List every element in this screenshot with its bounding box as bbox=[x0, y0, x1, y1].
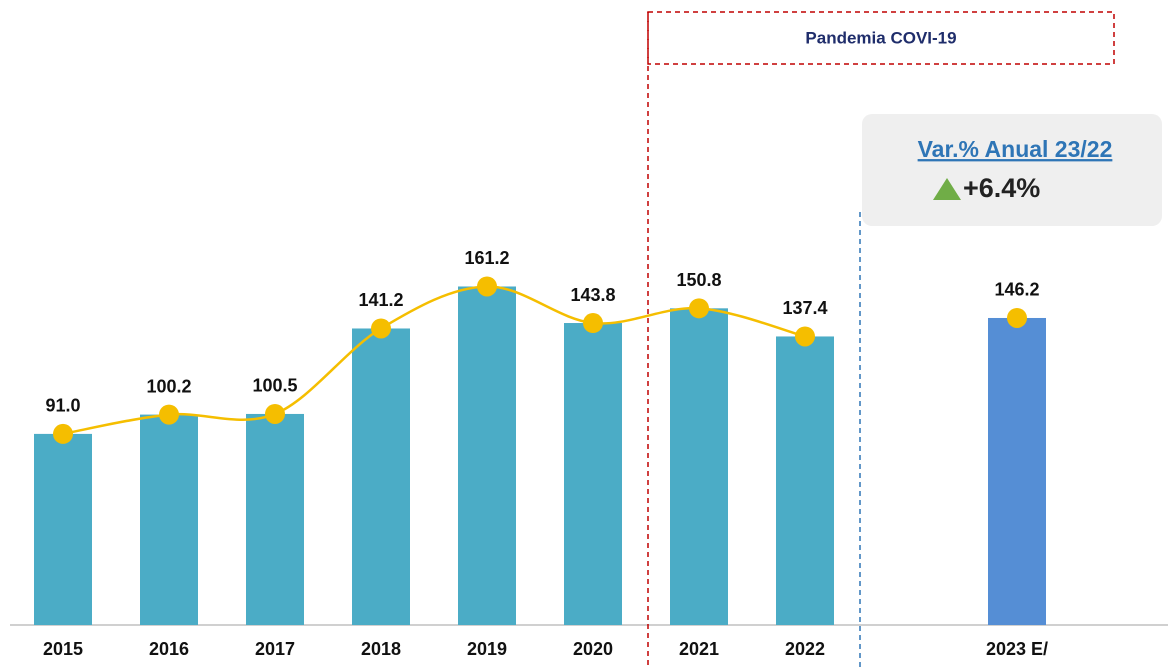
line-point bbox=[159, 404, 179, 425]
data-label: 141.2 bbox=[358, 290, 403, 310]
bar bbox=[458, 286, 516, 625]
up-arrow bbox=[933, 178, 961, 200]
bar bbox=[776, 336, 834, 625]
line-point bbox=[1007, 307, 1027, 328]
data-label: 143.8 bbox=[570, 285, 615, 305]
x-tick-label: 2015 bbox=[43, 639, 83, 659]
line-point bbox=[583, 313, 603, 334]
data-label: 150.8 bbox=[676, 270, 721, 290]
line-point bbox=[371, 318, 391, 339]
data-label: 137.4 bbox=[782, 298, 827, 318]
variation-title: Var.% Anual 23/22 bbox=[918, 136, 1113, 162]
pandemic-box bbox=[647, 11, 1115, 65]
x-tick-label: 2017 bbox=[255, 639, 295, 659]
bar bbox=[564, 323, 622, 625]
data-label: 91.0 bbox=[45, 396, 80, 416]
x-tick-label: 2023 E/ bbox=[986, 639, 1048, 659]
line-point bbox=[795, 326, 815, 347]
data-label: 161.2 bbox=[464, 248, 509, 268]
line-point bbox=[477, 276, 497, 297]
x-tick-label: 2022 bbox=[785, 639, 825, 659]
line-point bbox=[265, 403, 285, 424]
bar bbox=[988, 317, 1046, 625]
data-label: 100.2 bbox=[146, 376, 191, 396]
pandemic-label: Pandemia COVI-19 bbox=[805, 28, 956, 47]
bar bbox=[246, 413, 304, 625]
data-label: 146.2 bbox=[994, 280, 1039, 300]
variation-value: +6.4% bbox=[963, 173, 1040, 203]
x-tick-label: 2016 bbox=[149, 639, 189, 659]
x-tick-label: 2018 bbox=[361, 639, 401, 659]
variation-box bbox=[862, 114, 1162, 226]
line-point bbox=[53, 423, 73, 444]
trend-line bbox=[62, 285, 806, 436]
x-tick-label: 2021 bbox=[679, 639, 719, 659]
bar bbox=[352, 328, 410, 625]
x-tick-label: 2020 bbox=[573, 639, 613, 659]
data-label: 100.5 bbox=[252, 376, 297, 396]
bar bbox=[34, 433, 92, 625]
bar bbox=[140, 414, 198, 625]
x-tick-label: 2019 bbox=[467, 639, 507, 659]
line-point bbox=[689, 298, 709, 319]
bar bbox=[670, 308, 728, 625]
